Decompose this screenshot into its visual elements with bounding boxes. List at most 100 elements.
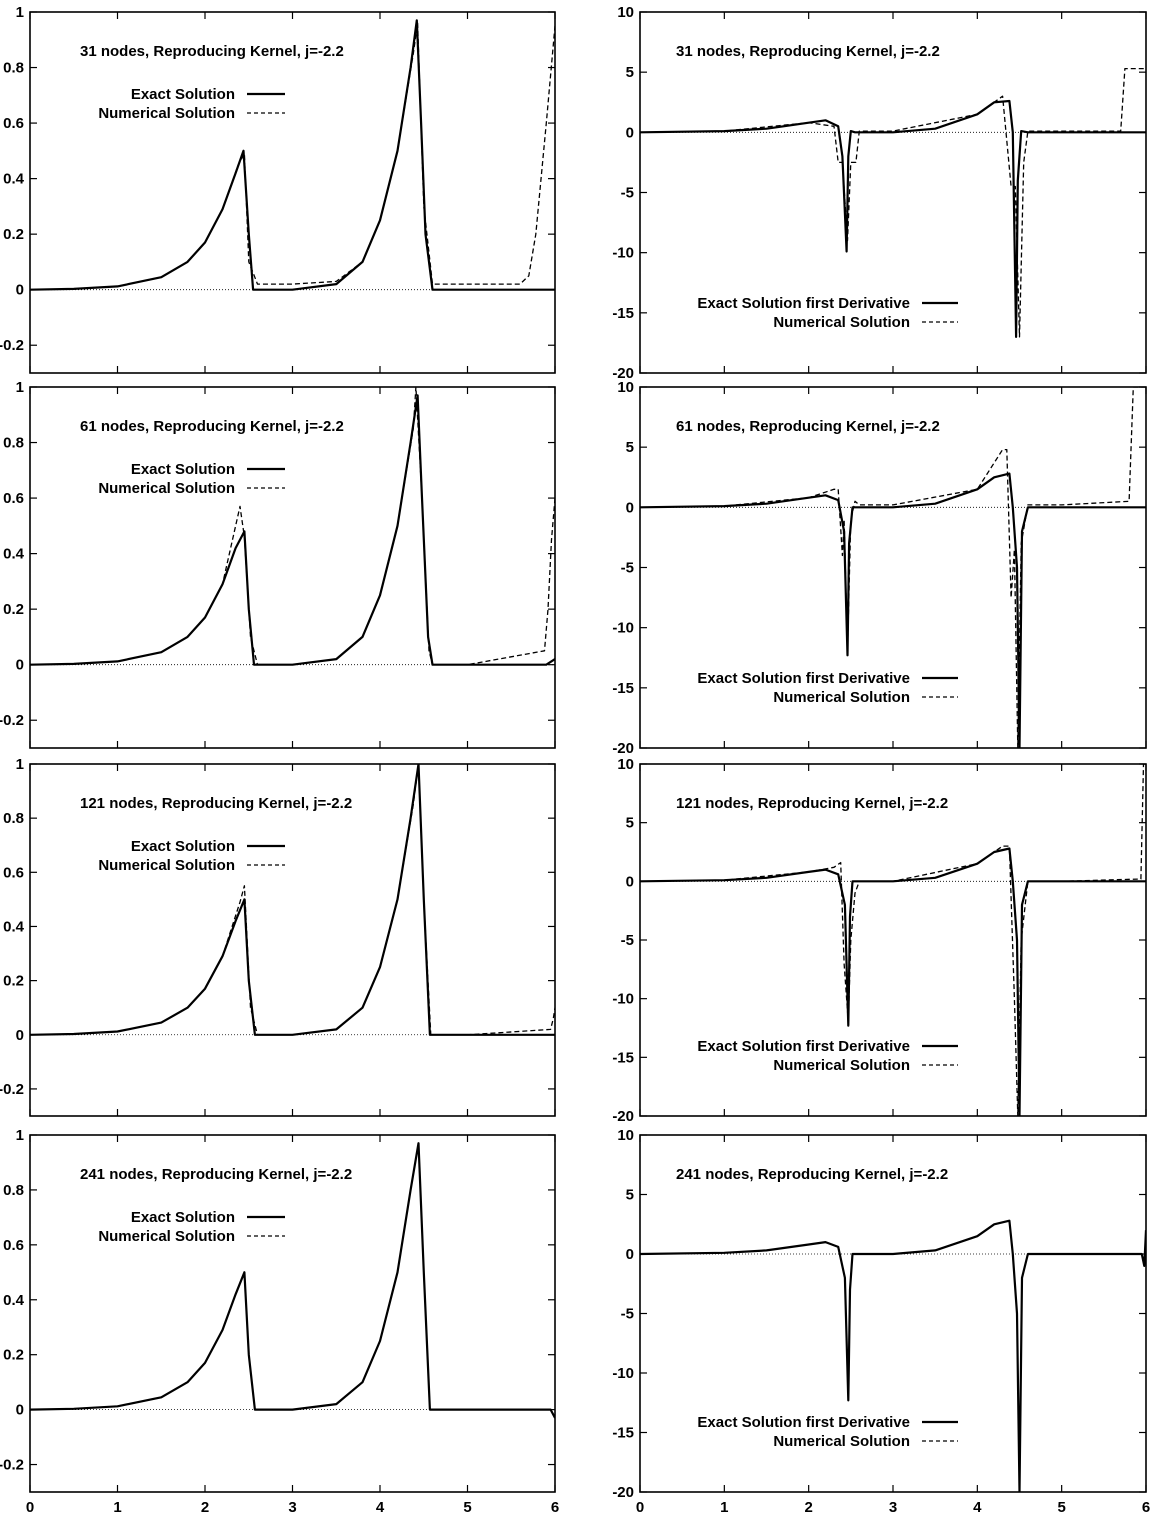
legend-label: Numerical Solution <box>98 857 235 874</box>
y-tick-label: -10 <box>612 245 634 262</box>
y-tick-label: -5 <box>621 185 634 202</box>
y-tick-label: 1 <box>16 379 24 396</box>
y-tick-label: 0.6 <box>3 1237 24 1254</box>
plot-frame <box>29 11 556 374</box>
panel-title: 61 nodes, Reproducing Kernel, j=-2.2 <box>80 418 344 435</box>
y-tick-label: -5 <box>621 1306 634 1323</box>
numerical-solution-line <box>640 387 1146 748</box>
y-tick-label: -10 <box>612 1365 634 1382</box>
y-tick-label: 10 <box>617 1127 634 1144</box>
x-tick-label: 2 <box>804 1499 812 1516</box>
y-tick-label: -0.2 <box>0 712 24 729</box>
exact-solution-line <box>640 472 1146 748</box>
y-tick-label: -0.2 <box>0 337 24 354</box>
y-tick-label: 1 <box>16 4 24 21</box>
numerical-solution-line <box>30 22 555 291</box>
legend-label: Numerical Solution <box>98 480 235 497</box>
y-tick-label: 1 <box>16 756 24 773</box>
y-tick-label: 0 <box>16 1402 24 1419</box>
y-tick-label: 0 <box>626 873 634 890</box>
chart-panel-7: 0 1 2 3 4 5 6 -0.2 0 0.2 0.4 0.6 0.8 1 241 nodes, Repr… <box>0 1127 559 1516</box>
panel-title: 61 nodes, Reproducing Kernel, j=-2.2 <box>676 418 940 435</box>
y-tick-label: 0.4 <box>3 171 25 188</box>
y-tick-label: 10 <box>617 379 634 396</box>
chart-panel-4: -20 -15 -10 -5 0 5 10 61 nodes, Reproducing Ker… <box>612 379 1147 757</box>
chart-panel-3: -0.2 0 0.2 0.4 0.6 0.8 1 61 nodes, Reproducing … <box>0 379 556 749</box>
y-tick-label: -15 <box>612 305 634 322</box>
legend-label: Exact Solution <box>131 1209 235 1226</box>
y-tick-label: 0 <box>16 282 24 299</box>
y-tick-label: 0.6 <box>3 115 24 132</box>
x-tick-label: 1 <box>720 1499 728 1516</box>
y-tick-label: -10 <box>612 991 634 1008</box>
plot-frame <box>29 386 556 749</box>
legend-label: Exact Solution first Derivative <box>697 1414 910 1431</box>
panel-title: 121 nodes, Reproducing Kernel, j=-2.2 <box>676 795 948 812</box>
y-tick-label: 5 <box>626 815 634 832</box>
y-tick-label: 5 <box>626 64 634 81</box>
y-tick-label: 0 <box>626 499 634 516</box>
legend-label: Exact Solution <box>131 461 235 478</box>
legend-label: Numerical Solution <box>773 1057 910 1074</box>
chart-panel-1: -0.2 0 0.2 0.4 0.6 0.8 1 31 nodes, Reproducing … <box>0 4 556 374</box>
y-tick-label: -0.2 <box>0 1081 24 1098</box>
exact-solution-line <box>640 847 1146 1116</box>
y-tick-label: 5 <box>626 439 634 456</box>
y-tick-label: -10 <box>612 620 634 637</box>
y-tick-label: -0.2 <box>0 1457 24 1474</box>
y-tick-label: 0.2 <box>3 226 24 243</box>
y-tick-label: 0.8 <box>3 435 24 452</box>
y-tick-label: 0.2 <box>3 601 24 618</box>
plot-frame <box>29 763 556 1117</box>
exact-solution-line <box>30 19 555 291</box>
panel-title: 31 nodes, Reproducing Kernel, j=-2.2 <box>676 43 940 60</box>
legend-label: Exact Solution first Derivative <box>697 295 910 312</box>
y-tick-label: 0 <box>626 124 634 141</box>
y-tick-label: 10 <box>617 756 634 773</box>
y-tick-label: -5 <box>621 560 634 577</box>
y-tick-label: 10 <box>617 4 634 21</box>
numerical-solution-line <box>640 1220 1146 1492</box>
chart-panel-2: -20 -15 -10 -5 0 5 10 31 nodes, Reproducing Ker… <box>612 4 1147 382</box>
legend-label: Exact Solution first Derivative <box>697 670 910 687</box>
y-tick-label: -15 <box>612 1049 634 1066</box>
legend-label: Numerical Solution <box>773 1433 910 1450</box>
x-tick-label: 5 <box>1057 1499 1065 1516</box>
y-tick-label: 0 <box>16 657 24 674</box>
x-tick-label: 3 <box>288 1499 296 1516</box>
legend-label: Exact Solution <box>131 86 235 103</box>
panel-title: 121 nodes, Reproducing Kernel, j=-2.2 <box>80 795 352 812</box>
y-tick-label: 0.8 <box>3 1182 24 1199</box>
exact-solution-line <box>30 764 555 1036</box>
y-tick-label: -15 <box>612 1425 634 1442</box>
y-tick-label: 0.8 <box>3 60 24 77</box>
y-tick-label: 0.4 <box>3 918 25 935</box>
y-tick-label: -15 <box>612 680 634 697</box>
x-tick-label: 2 <box>201 1499 209 1516</box>
x-tick-label: 1 <box>113 1499 121 1516</box>
y-tick-label: -20 <box>612 740 634 757</box>
legend-label: Numerical Solution <box>98 1228 235 1245</box>
y-tick-label: 0.2 <box>3 973 24 990</box>
y-tick-label: 0.8 <box>3 810 24 827</box>
y-tick-label: 5 <box>626 1187 634 1204</box>
x-tick-label: 6 <box>551 1499 559 1516</box>
legend-label: Numerical Solution <box>98 105 235 122</box>
x-tick-label: 3 <box>889 1499 897 1516</box>
y-tick-label: -20 <box>612 1484 634 1501</box>
y-tick-label: 0 <box>626 1246 634 1263</box>
x-tick-label: 6 <box>1142 1499 1150 1516</box>
numerical-solution-line <box>30 1142 555 1419</box>
y-tick-label: 0.4 <box>3 1292 25 1309</box>
legend-label: Numerical Solution <box>773 689 910 706</box>
chart-panel-5: -0.2 0 0.2 0.4 0.6 0.8 1 121 nodes, Reproducing… <box>0 756 556 1117</box>
exact-solution-line <box>30 394 555 666</box>
y-tick-label: -20 <box>612 1108 634 1125</box>
x-tick-label: 4 <box>973 1499 982 1516</box>
y-tick-label: 0.6 <box>3 490 24 507</box>
y-tick-label: 0.6 <box>3 864 24 881</box>
y-tick-label: 0.4 <box>3 546 25 563</box>
y-tick-label: 0 <box>16 1027 24 1044</box>
x-tick-label: 0 <box>636 1499 644 1516</box>
